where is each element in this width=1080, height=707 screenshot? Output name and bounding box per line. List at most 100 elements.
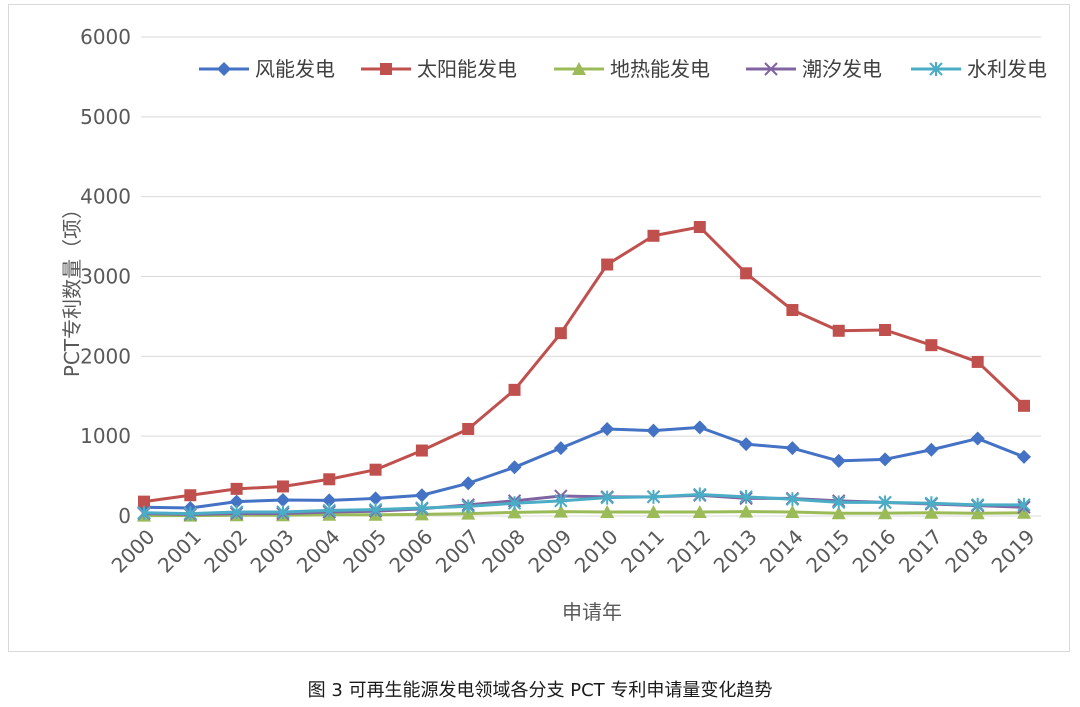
data-point xyxy=(693,221,706,234)
x-tick-label: 2000 xyxy=(107,525,160,578)
data-point xyxy=(832,495,846,510)
legend-item: 太阳能发电 xyxy=(361,57,517,81)
x-tick-label: 2018 xyxy=(940,525,993,578)
data-point xyxy=(647,229,660,242)
data-point xyxy=(380,63,392,75)
x-tick-label: 2007 xyxy=(431,525,484,578)
x-tick-label: 2019 xyxy=(987,525,1040,578)
y-tick-label: 0 xyxy=(118,504,131,528)
data-point xyxy=(739,489,753,504)
x-tick-label: 2003 xyxy=(246,525,299,578)
data-point xyxy=(414,488,429,503)
data-point xyxy=(600,505,615,519)
series-lines xyxy=(137,221,1031,522)
x-tick-label: 2015 xyxy=(801,525,854,578)
data-point xyxy=(878,495,892,510)
y-tick-label: 1000 xyxy=(80,424,131,448)
y-tick-label: 5000 xyxy=(80,105,131,129)
y-axis-title: PCT专利数量（项） xyxy=(60,199,84,377)
data-point xyxy=(217,62,231,76)
data-point xyxy=(739,437,754,452)
data-point xyxy=(507,505,522,519)
data-point xyxy=(368,491,383,506)
legend-label: 水利发电 xyxy=(967,57,1047,81)
x-tick-label: 2004 xyxy=(292,525,345,578)
y-tick-label: 6000 xyxy=(80,25,131,49)
data-point xyxy=(693,487,707,502)
y-tick-label: 3000 xyxy=(80,265,131,289)
data-point xyxy=(740,267,753,280)
data-point xyxy=(554,327,567,340)
x-tick-label: 2012 xyxy=(662,525,715,578)
legend-label: 风能发电 xyxy=(255,57,335,81)
data-point xyxy=(646,489,661,504)
data-point xyxy=(970,431,985,446)
series-line xyxy=(144,510,1025,518)
data-point xyxy=(971,355,984,368)
legend-label: 地热能发电 xyxy=(610,57,710,81)
legend-label: 太阳能发电 xyxy=(417,57,517,81)
legend-item: 潮汐发电 xyxy=(746,57,882,81)
data-point xyxy=(138,495,150,508)
data-point xyxy=(692,505,707,519)
data-point xyxy=(601,258,614,271)
x-tick-label: 2016 xyxy=(848,525,901,578)
x-tick-label: 2009 xyxy=(523,525,576,578)
y-axis-ticks: 0 1000 2000 3000 4000 5000 6000 xyxy=(80,25,131,528)
data-point xyxy=(230,482,243,495)
data-point xyxy=(507,496,522,511)
series-line xyxy=(143,492,1024,516)
data-point xyxy=(785,505,800,519)
x-tick-label: 2010 xyxy=(570,525,623,578)
series-风能发电 xyxy=(137,420,1031,516)
data-point xyxy=(785,441,800,456)
data-point xyxy=(184,489,197,502)
data-point xyxy=(137,505,151,520)
data-point xyxy=(183,506,198,521)
data-point xyxy=(929,62,943,76)
y-tick-label: 2000 xyxy=(80,344,131,368)
data-point xyxy=(323,473,336,486)
data-point xyxy=(646,423,661,438)
data-point xyxy=(276,505,290,520)
x-tick-label: 2014 xyxy=(755,525,808,578)
legend-item: 地热能发电 xyxy=(554,57,710,81)
x-tick-label: 2005 xyxy=(338,525,391,578)
data-point xyxy=(786,304,799,317)
data-point xyxy=(832,324,845,337)
data-point xyxy=(507,460,522,475)
data-point xyxy=(461,476,476,491)
data-point xyxy=(369,463,382,476)
data-point xyxy=(878,506,893,520)
legend: 风能发电 太阳能发电 地热能发电 潮汐发电 水利发电 xyxy=(199,57,1047,81)
chart-frame: 0 1000 2000 3000 4000 5000 6000 2000 2001 2002 20… xyxy=(8,4,1070,652)
data-point xyxy=(508,383,521,396)
data-point xyxy=(692,420,707,435)
data-point xyxy=(322,493,337,508)
data-point xyxy=(415,501,429,516)
data-point xyxy=(970,506,985,520)
data-point xyxy=(924,496,939,511)
x-tick-label: 2017 xyxy=(894,525,947,578)
data-point xyxy=(1017,497,1031,512)
data-point xyxy=(229,494,244,509)
series-太阳能发电 xyxy=(138,221,1030,508)
data-point xyxy=(600,490,614,505)
x-tick-label: 2008 xyxy=(477,525,530,578)
data-point xyxy=(970,497,985,512)
legend-item: 水利发电 xyxy=(911,57,1047,81)
data-point xyxy=(275,493,290,508)
data-point xyxy=(1018,399,1030,412)
data-point xyxy=(600,421,615,436)
data-point xyxy=(879,323,892,336)
data-point xyxy=(878,452,893,467)
series-水利发电 xyxy=(137,487,1031,521)
data-point xyxy=(764,62,778,76)
x-tick-label: 2001 xyxy=(153,525,206,578)
data-point xyxy=(229,505,244,520)
x-axis-title: 申请年 xyxy=(562,600,622,624)
x-tick-label: 2002 xyxy=(199,525,252,578)
gridlines xyxy=(141,36,1041,517)
legend-item: 风能发电 xyxy=(199,57,335,81)
data-point xyxy=(415,444,428,457)
